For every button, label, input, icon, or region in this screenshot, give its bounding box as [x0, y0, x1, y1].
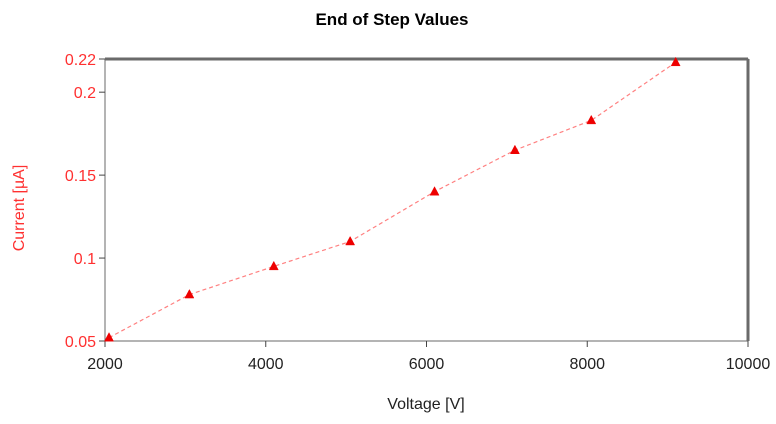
x-tick-label: 6000 [409, 356, 445, 373]
y-tick-label: 0.15 [65, 168, 96, 185]
y-tick-label: 0.1 [74, 251, 96, 268]
x-tick-label: 2000 [87, 356, 123, 373]
data-point-marker [509, 144, 520, 154]
series-line [108, 61, 677, 339]
plot-area: 0.05 0.1 0.15 0.2 0.22 2000 4000 6000 8000 10000 [65, 52, 770, 373]
data-point-marker [670, 56, 681, 67]
x-tick-label: 4000 [248, 356, 284, 373]
data-point-marker [268, 260, 279, 271]
plot-frame [104, 58, 749, 342]
y-axis-label: Current [µA] [11, 165, 28, 252]
y-tick-label: 0.22 [65, 52, 96, 69]
chart-title: End of Step Values [315, 10, 468, 29]
data-point-marker [345, 235, 356, 246]
data-point-marker [184, 289, 195, 299]
data-point-marker [104, 332, 114, 342]
x-tick-label: 8000 [569, 356, 605, 373]
y-tick-label: 0.2 [74, 85, 96, 102]
data-point-marker [429, 186, 440, 196]
y-tick-label: 0.05 [65, 334, 96, 351]
x-tick-label: 10000 [726, 356, 771, 373]
data-point-marker [586, 114, 597, 125]
x-axis-label: Voltage [V] [387, 396, 464, 413]
